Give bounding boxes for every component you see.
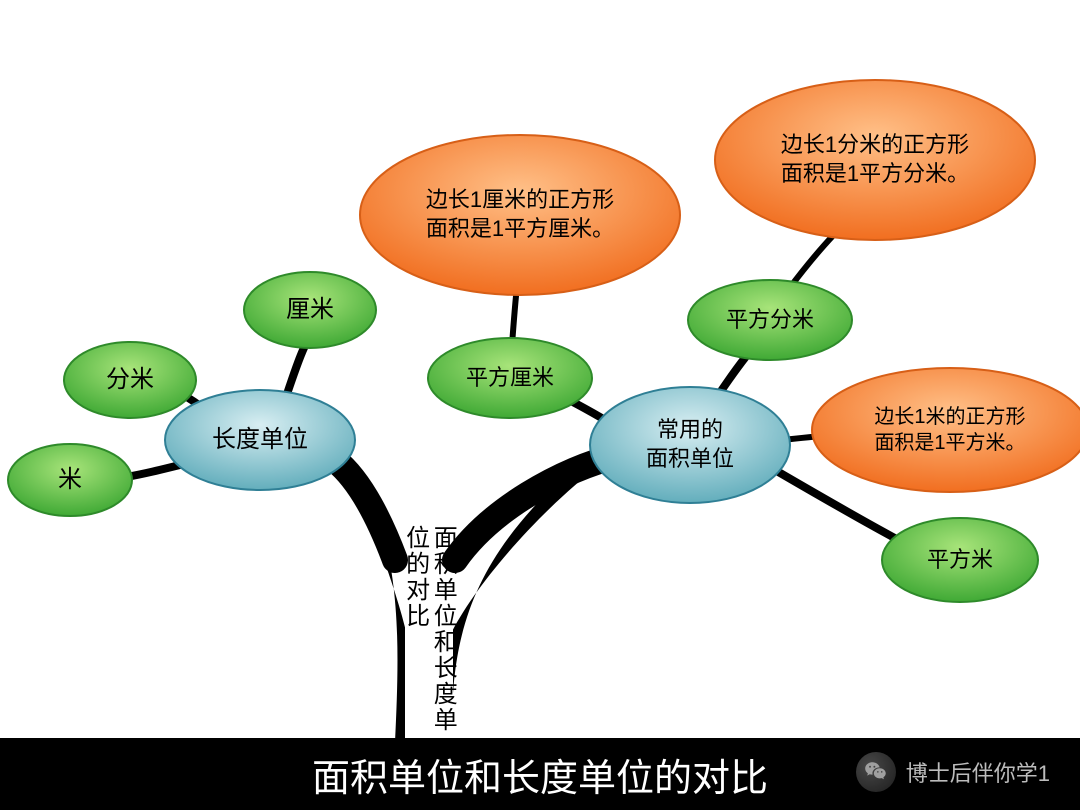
node-desc-cm: 边长1厘米的正方形 面积是1平方厘米。 — [360, 135, 680, 295]
node-pfm: 平方米 — [882, 518, 1038, 602]
watermark-text: 博士后伴你学1 — [906, 756, 1050, 788]
node-pfdm: 平方分米 — [688, 280, 852, 360]
node-area-root: 常用的 面积单位 — [590, 387, 790, 503]
node-mi: 米 — [8, 444, 132, 516]
diagram-canvas: 长度单位 米 分米 厘米 常用的 面积单位 平方厘米 平方分米 平方米 边长1厘… — [0, 0, 1080, 810]
node-desc-m: 边长1米的正方形 面积是1平方米。 — [812, 368, 1080, 492]
node-fenmi: 分米 — [64, 342, 196, 418]
node-length-root: 长度单位 — [165, 390, 355, 490]
footer-title: 面积单位和长度单位的对比 — [312, 747, 768, 802]
node-pfcm: 平方厘米 — [428, 338, 592, 418]
trunk-label: 面积单位和长度单位的对比 — [401, 525, 456, 735]
node-desc-dm: 边长1分米的正方形 面积是1平方分米。 — [715, 80, 1035, 240]
wechat-icon — [856, 752, 896, 792]
node-limi: 厘米 — [244, 272, 376, 348]
watermark: 博士后伴你学1 — [856, 752, 1050, 792]
